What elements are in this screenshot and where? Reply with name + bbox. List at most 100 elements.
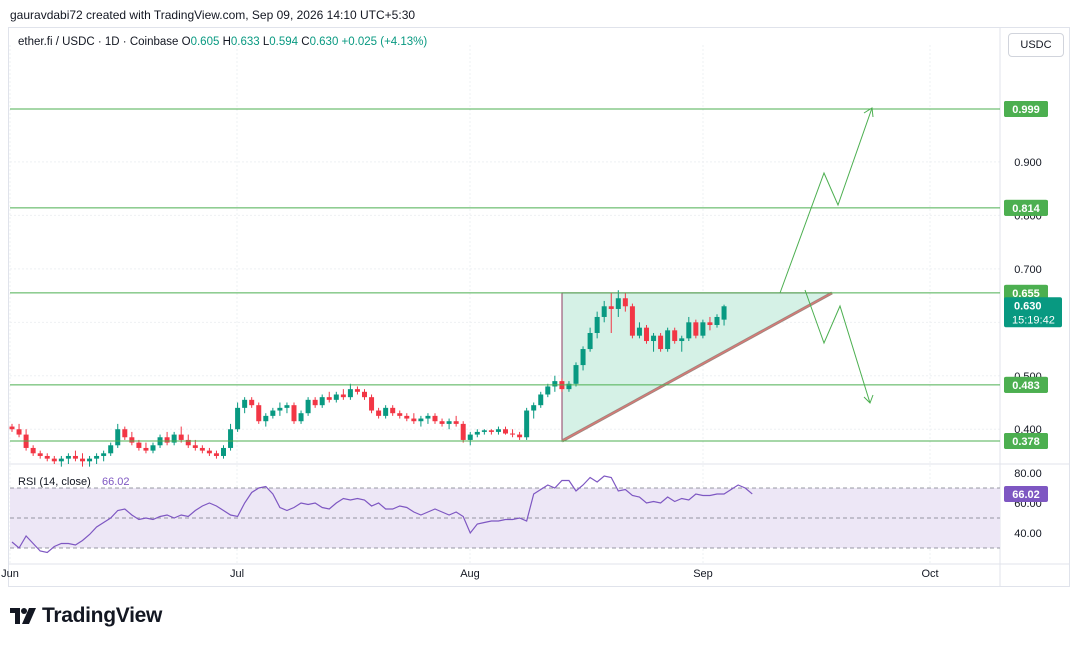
level-tag-top — [1004, 199, 1048, 216]
candles-group — [9, 290, 727, 467]
level-tag-top-text: 0.655 — [1012, 288, 1040, 300]
candle-body — [425, 415, 431, 419]
candle-body — [206, 450, 212, 454]
current-price-tag — [1004, 297, 1062, 328]
rsi-axis-tick: 80.00 — [1014, 468, 1042, 480]
candle-body — [714, 316, 720, 325]
candle-body — [326, 397, 332, 400]
candle-body — [411, 418, 417, 422]
time-axis-tick: Oct — [921, 568, 938, 580]
candle-body — [362, 391, 367, 398]
candle-body — [228, 429, 234, 448]
candle-body — [72, 455, 78, 459]
level-tag-top — [1004, 376, 1048, 393]
countdown-text: 15:19:42 — [1012, 314, 1055, 326]
candle-body — [369, 397, 375, 411]
candle-body — [108, 445, 114, 454]
attribution-text: gauravdabi72 created with TradingView.co… — [10, 8, 416, 22]
candle-body — [495, 429, 501, 432]
candle-body — [319, 397, 325, 406]
candle-body — [390, 407, 396, 414]
level-tag-top — [1004, 433, 1048, 449]
candle-body — [270, 410, 276, 416]
candle-body — [404, 415, 410, 419]
candle-body — [524, 410, 530, 438]
candle-body — [354, 389, 360, 392]
candle-body — [573, 365, 579, 384]
candle-body — [16, 429, 22, 435]
candle-body — [178, 434, 184, 440]
candle-body — [101, 453, 107, 456]
level-tag-top-text: 0.999 — [1012, 104, 1040, 116]
price-axis-tick: 0.700 — [1014, 264, 1042, 276]
currency-button[interactable]: USDC — [1008, 33, 1064, 57]
open-value: 0.605 — [190, 36, 220, 48]
bullish-projection-path — [779, 107, 873, 294]
candle-body — [580, 349, 586, 366]
candle-body — [9, 426, 15, 430]
level-tag-top-text: 0.483 — [1012, 380, 1040, 392]
candle-body — [531, 405, 537, 411]
candle-body — [644, 327, 649, 342]
candle-body — [164, 437, 170, 443]
low-label: L — [262, 36, 270, 48]
candle-body — [474, 431, 480, 435]
candle-body — [136, 442, 142, 448]
level-tag-top — [1004, 101, 1048, 117]
open-label: O — [181, 36, 191, 48]
candle-body — [622, 298, 628, 307]
triangle-support-inner — [561, 292, 833, 442]
candle-body — [58, 458, 64, 462]
candle-body — [129, 437, 135, 443]
candle-body — [122, 429, 128, 438]
high-label: H — [222, 36, 231, 48]
candle-body — [538, 394, 544, 406]
level-tag-top-text: 0.814 — [1012, 203, 1040, 215]
candle-body — [277, 407, 283, 411]
candle-body — [665, 330, 671, 350]
rsi-axis-tick: 40.00 — [1014, 528, 1042, 540]
logo-text: TradingView — [42, 604, 163, 627]
bearish-projection-path — [804, 289, 871, 404]
rsi-line — [11, 475, 753, 554]
change-value: +0.025 (+4.13%) — [341, 36, 428, 48]
candle-body — [65, 455, 71, 459]
candle-body — [453, 421, 459, 424]
tradingview-logo[interactable]: TradingView — [10, 604, 162, 628]
candle-body — [171, 434, 177, 443]
candle-body — [51, 458, 57, 462]
candle-body — [235, 407, 241, 430]
candle-body — [481, 430, 487, 432]
candle-body — [693, 322, 699, 336]
candle-body — [503, 429, 508, 434]
candle-body — [284, 405, 290, 408]
rsi-value-tag — [1004, 485, 1048, 502]
price-levels-group: 0.999 0.814 0.655 0.483 0.378 — [10, 101, 1048, 449]
level-tag-top-text: 0.378 — [1012, 436, 1040, 448]
candle-body — [397, 413, 403, 416]
time-axis-tick: Sep — [693, 568, 713, 580]
candle-body — [94, 455, 100, 459]
candle-body — [87, 458, 93, 462]
candle-body — [418, 418, 424, 422]
candle-body — [601, 306, 607, 317]
axes-group: 0.9000.8000.7000.6000.5000.4000.9990.814… — [1, 101, 1062, 580]
time-axis-tick: Jun — [1, 568, 19, 580]
candle-body — [256, 405, 262, 422]
candle-body — [221, 447, 226, 456]
candle-body — [376, 410, 382, 416]
candle-body — [460, 423, 466, 440]
symbol-name[interactable]: ether.fi / USDC · 1D · Coinbase — [18, 36, 179, 48]
candle-body — [594, 316, 600, 334]
candle-body — [80, 458, 85, 462]
candle-body — [707, 322, 713, 325]
candle-body — [150, 445, 156, 451]
rsi-value-legend: 66.02 — [102, 476, 130, 488]
candle-body — [658, 335, 664, 350]
bearish-arrow-head — [863, 394, 874, 404]
candle-body — [439, 421, 445, 424]
current-price-text: 0.630 — [1014, 300, 1042, 312]
candle-body — [651, 335, 657, 342]
rsi-line-group: RSI (14, close) 66.02 — [11, 475, 753, 554]
